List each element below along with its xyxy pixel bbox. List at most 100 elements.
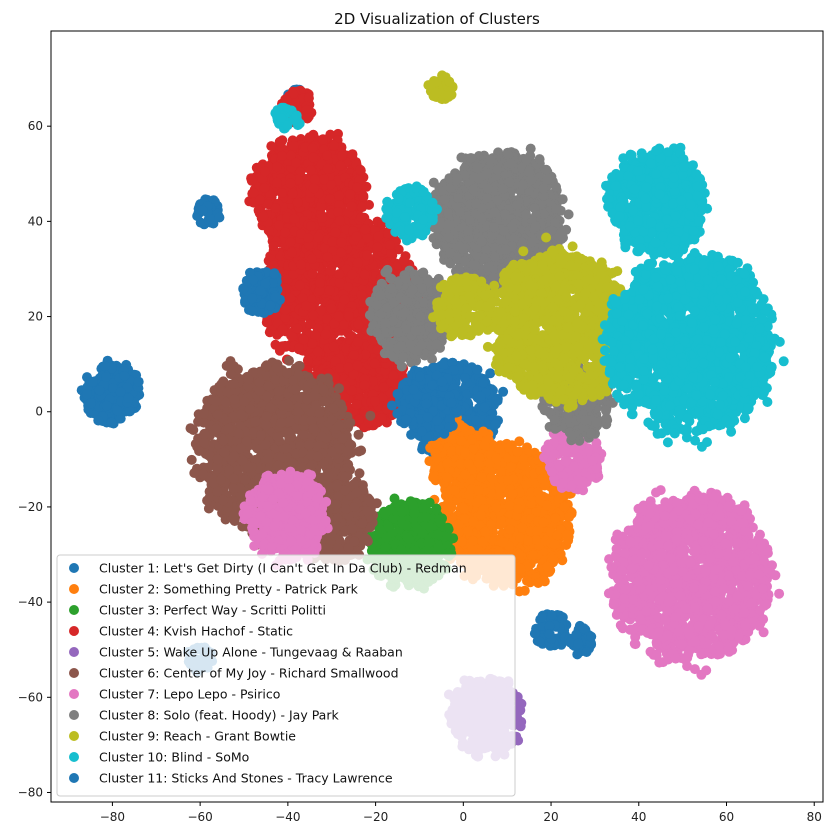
data-point-cluster-2 <box>463 458 474 469</box>
data-point-cluster-1 <box>544 629 555 639</box>
data-point-cluster-3 <box>423 538 434 548</box>
data-point-cluster-4 <box>339 294 350 305</box>
data-point-cluster-1 <box>197 205 208 216</box>
data-point-cluster-4 <box>359 269 370 280</box>
data-point-cluster-4 <box>259 183 270 193</box>
data-point-cluster-2 <box>547 554 558 564</box>
data-point-cluster-4 <box>332 207 343 217</box>
data-point-cluster-2 <box>467 434 478 445</box>
data-point-cluster-4 <box>333 311 344 322</box>
data-point-cluster-4 <box>335 160 346 171</box>
data-point-cluster-4 <box>287 188 298 199</box>
data-point-cluster-4 <box>324 194 335 204</box>
data-point-cluster-4 <box>360 224 371 235</box>
data-point-cluster-1 <box>534 636 545 647</box>
data-point-cluster-4 <box>362 250 373 261</box>
data-point-cluster-4 <box>276 137 286 148</box>
data-point-cluster-2 <box>460 447 470 458</box>
data-point-cluster-4 <box>336 151 347 162</box>
data-point-cluster-4 <box>291 157 301 168</box>
data-point-cluster-4 <box>303 233 314 243</box>
data-point-cluster-4 <box>353 319 364 330</box>
data-point-cluster-4 <box>274 220 284 231</box>
data-point-cluster-4 <box>355 164 366 175</box>
data-point-cluster-4 <box>272 161 282 172</box>
points-layer <box>76 70 789 762</box>
data-point-cluster-1 <box>578 623 589 634</box>
data-point-cluster-4 <box>305 319 316 329</box>
data-point-cluster-1 <box>471 415 482 426</box>
data-point-cluster-4 <box>317 213 328 223</box>
data-point-cluster-2 <box>475 510 486 520</box>
data-point-cluster-2 <box>474 452 485 463</box>
data-point-cluster-1 <box>82 389 92 400</box>
data-point-cluster-2 <box>467 535 478 546</box>
data-point-cluster-4 <box>347 269 358 280</box>
data-point-cluster-2 <box>471 497 482 508</box>
data-point-cluster-3 <box>418 503 429 514</box>
data-point-cluster-1 <box>438 359 449 370</box>
data-point-cluster-3 <box>433 542 444 552</box>
data-point-cluster-4 <box>334 190 345 201</box>
data-point-cluster-1 <box>475 391 486 402</box>
data-point-cluster-4 <box>272 177 282 188</box>
data-point-cluster-4 <box>319 174 329 185</box>
data-point-cluster-4 <box>307 268 318 279</box>
data-point-cluster-1 <box>93 415 104 426</box>
data-point-cluster-2 <box>538 517 549 528</box>
data-point-cluster-3 <box>420 511 431 522</box>
data-point-cluster-4 <box>351 231 362 242</box>
data-point-cluster-4 <box>304 132 315 143</box>
data-point-cluster-4 <box>285 178 296 189</box>
data-point-cluster-2 <box>428 472 439 483</box>
chart-title: 2D Visualization of Clusters <box>334 10 540 28</box>
data-point-cluster-4 <box>310 329 321 340</box>
data-point-cluster-2 <box>491 502 502 513</box>
data-point-cluster-1 <box>498 386 509 397</box>
data-point-cluster-2 <box>479 440 490 451</box>
data-point-cluster-2 <box>442 458 453 469</box>
data-point-cluster-1 <box>537 612 547 623</box>
data-point-cluster-3 <box>417 528 428 538</box>
data-point-cluster-1 <box>572 649 583 660</box>
data-point-cluster-4 <box>288 140 299 151</box>
data-point-cluster-3 <box>432 529 443 540</box>
data-point-cluster-2 <box>462 526 473 537</box>
data-point-cluster-4 <box>357 202 368 213</box>
data-point-cluster-1 <box>112 405 123 416</box>
data-point-cluster-1 <box>87 376 98 387</box>
data-point-cluster-2 <box>449 485 460 496</box>
data-point-cluster-1 <box>101 372 112 382</box>
data-point-cluster-4 <box>334 269 345 280</box>
data-point-cluster-2 <box>494 443 505 454</box>
data-point-cluster-4 <box>254 194 265 205</box>
data-point-cluster-1 <box>529 628 540 639</box>
data-point-cluster-2 <box>476 472 487 483</box>
data-point-cluster-4 <box>286 247 297 258</box>
data-point-cluster-3 <box>408 500 419 511</box>
data-point-cluster-4 <box>308 310 319 321</box>
data-point-cluster-4 <box>384 240 395 250</box>
data-point-cluster-1 <box>485 368 496 379</box>
data-point-cluster-2 <box>456 435 467 446</box>
data-point-cluster-2 <box>457 536 467 547</box>
data-point-cluster-1 <box>581 647 592 657</box>
data-point-cluster-2 <box>513 504 524 514</box>
data-point-cluster-1 <box>573 638 584 649</box>
data-point-cluster-3 <box>402 532 413 543</box>
data-point-cluster-1 <box>472 364 483 375</box>
data-point-cluster-3 <box>401 520 412 531</box>
data-point-cluster-4 <box>356 212 367 223</box>
data-point-cluster-1 <box>106 417 117 428</box>
data-point-cluster-1 <box>86 398 96 409</box>
data-point-cluster-2 <box>519 460 530 471</box>
data-point-cluster-2 <box>460 469 471 480</box>
data-point-cluster-4 <box>398 255 409 266</box>
data-point-cluster-4 <box>327 236 338 247</box>
data-point-cluster-3 <box>397 507 408 517</box>
data-point-cluster-4 <box>309 174 320 185</box>
data-point-cluster-2 <box>496 519 507 530</box>
data-point-cluster-4 <box>346 201 357 212</box>
data-point-cluster-4 <box>352 257 363 268</box>
